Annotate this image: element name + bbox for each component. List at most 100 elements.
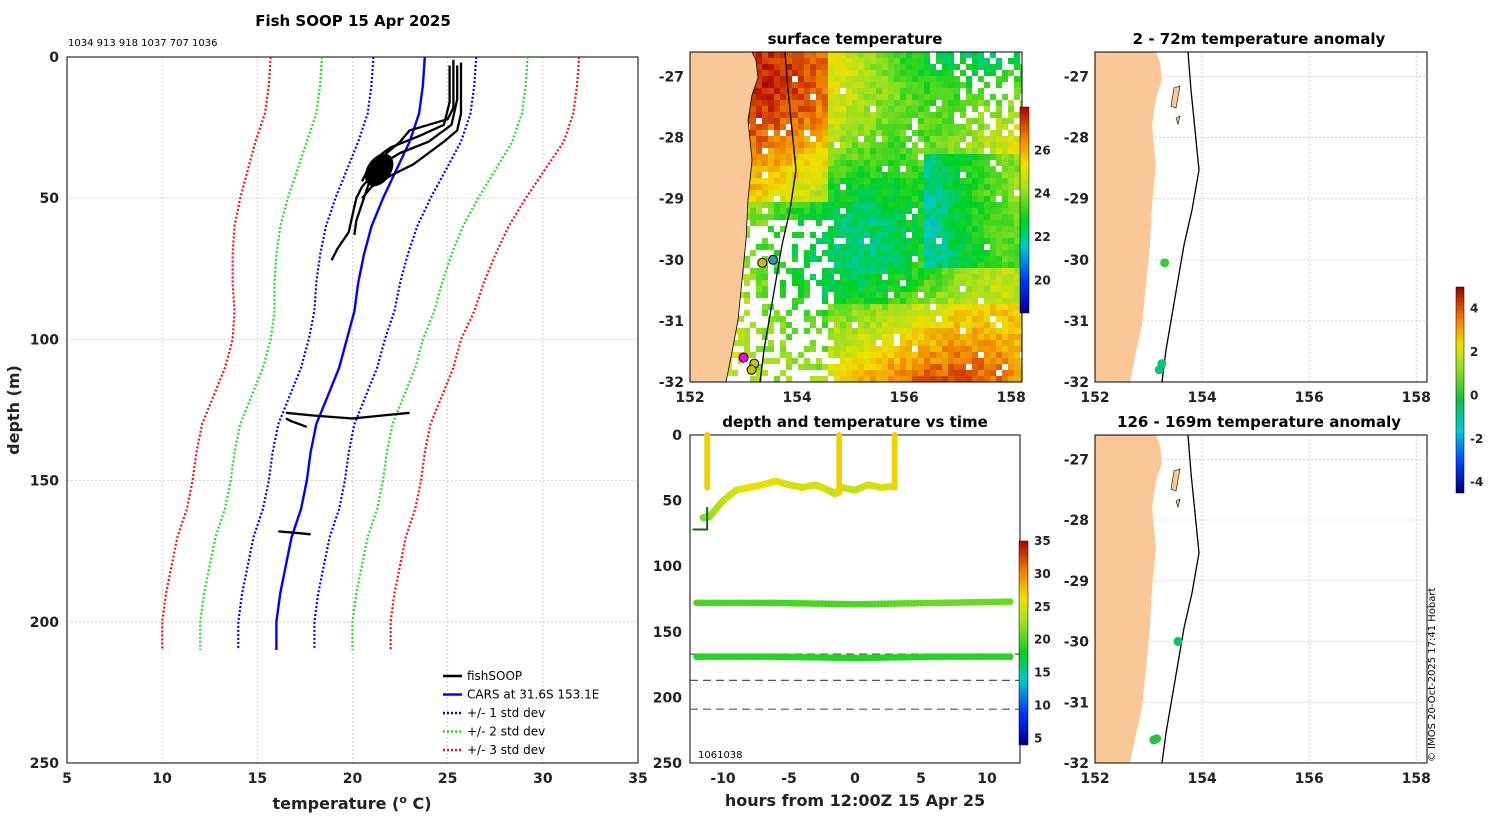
sst-cell [1002,256,1008,262]
sst-cell [816,280,822,286]
sst-cell [834,340,840,346]
sst-cell [774,190,780,196]
sst-cell [846,292,852,298]
sst-cell [804,160,810,166]
sst-cell [756,346,762,352]
map-x-tick-label: 152 [675,390,704,406]
sst-cell [804,118,810,124]
sst-cell [888,184,894,190]
sst-cell [894,346,900,352]
sst-cell [804,346,810,352]
sst-cell [1008,232,1014,238]
sst-cell [840,346,846,352]
sst-cell [768,154,774,160]
sst-cell [804,76,810,82]
sst-cell [768,166,774,172]
sst-cell [834,310,840,316]
sst-cell [924,298,930,304]
sst-cell [834,106,840,112]
fishsoop-line [353,65,459,236]
sst-cell [846,142,852,148]
sst-cell [744,280,750,286]
sst-cell [750,106,756,112]
sst-cell [924,220,930,226]
sst-ticks: 152 154 156 158-27-28-29-30-31-32 [659,69,1026,406]
sst-cell [876,130,882,136]
sst-cell [942,160,948,166]
sst-cell [822,280,828,286]
sst-cell [816,358,822,364]
sst-cell [984,214,990,220]
sst-cell [1014,352,1020,358]
sst-cell [774,232,780,238]
sst-cell [870,346,876,352]
sst-cell [906,346,912,352]
sst-cell [816,70,822,76]
sst-cell [972,292,978,298]
sst-cell [942,274,948,280]
map-x-tick-label: 158 [1402,390,1431,406]
sst-cell [870,340,876,346]
sst-cell [912,328,918,334]
sst-cell [912,52,918,58]
sst-cell [780,262,786,268]
sst-cell [756,214,762,220]
sst-cell [972,202,978,208]
sst-cell [792,166,798,172]
map-y-tick-label: -28 [1064,131,1089,147]
anom-bottom-points [1149,637,1183,745]
sst-cell [870,190,876,196]
sst-cell [846,220,852,226]
sst-cell [750,220,756,226]
sst-cell [960,184,966,190]
sst-cell [990,256,996,262]
sst-cell [972,136,978,142]
sst-cell [888,310,894,316]
sst-cell [906,208,912,214]
sst-cell [1014,328,1020,334]
sst-cell [804,142,810,148]
sst-cell [978,292,984,298]
sst-cell [960,100,966,106]
profile-panel: Fish SOOP 15 Apr 2025 1034 913 918 1037 … [4,12,648,813]
sst-cell [990,112,996,118]
sst-cell [786,310,792,316]
sst-cell [978,172,984,178]
sst-cell [750,100,756,106]
sst-cell [966,142,972,148]
anom-bottom-title: 126 - 169m temperature anomaly [1117,413,1401,431]
sst-cell [888,328,894,334]
sst-cell [858,172,864,178]
sst-cell [774,70,780,76]
sst-cell [882,196,888,202]
sst-cell [888,112,894,118]
sst-cell [786,334,792,340]
sst-cell [864,142,870,148]
sst-cell [828,172,834,178]
sst-cell [756,292,762,298]
sst-cell [900,184,906,190]
sst-cell [936,340,942,346]
sst-cell [894,64,900,70]
sst-cell [924,190,930,196]
sst-cell [966,160,972,166]
sst-cell [1002,196,1008,202]
sst-cell [918,286,924,292]
sst-cell [876,202,882,208]
sst-cell [930,226,936,232]
sst-cell [930,328,936,334]
sst-cell [834,118,840,124]
dtime-ascent-point [836,489,843,496]
sst-cell [960,352,966,358]
sst-cell [948,76,954,82]
sst-cell [780,160,786,166]
sst-cell [924,268,930,274]
sst-cell [894,76,900,82]
sst-cell [918,118,924,124]
sst-cell [864,376,870,382]
sst-cell [954,82,960,88]
sst-cell [900,256,906,262]
sst-cell [750,178,756,184]
sst-cell [846,208,852,214]
sst-cell [924,82,930,88]
